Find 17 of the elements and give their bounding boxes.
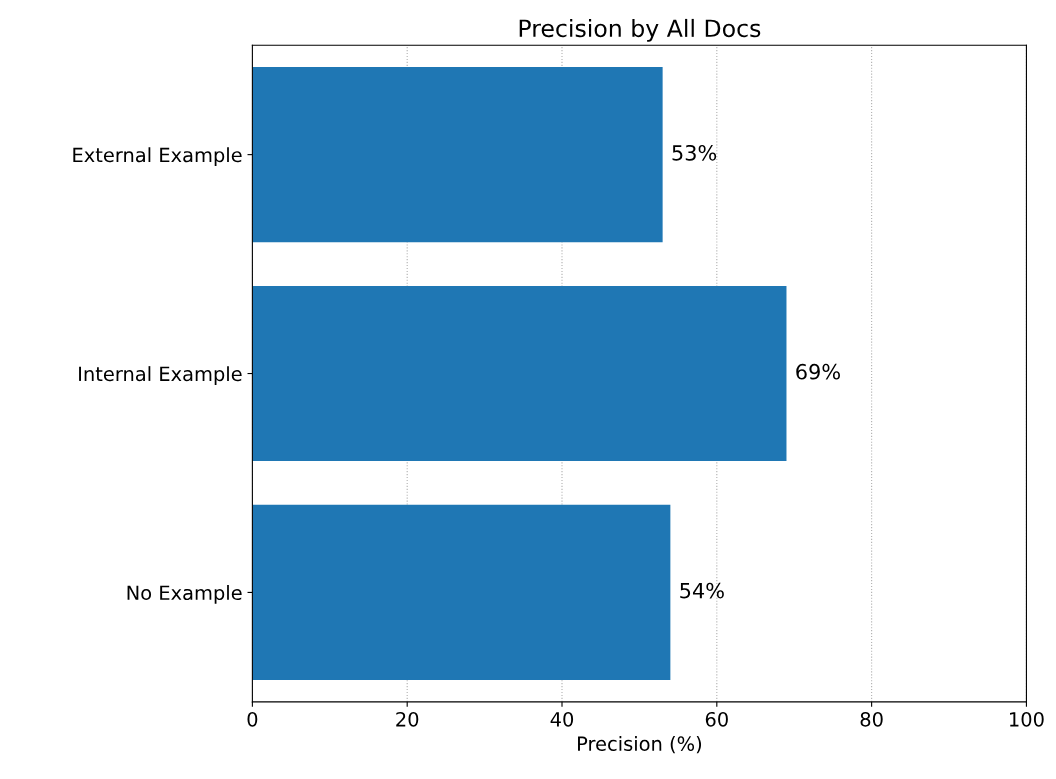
data-label: 54%	[680, 582, 724, 599]
x-tick-label: 0	[247, 711, 258, 727]
chart-title: Precision by All Docs	[519, 18, 761, 42]
y-tick-label: External Example	[73, 147, 242, 167]
x-tick-label: 80	[860, 711, 883, 727]
x-tick-label: 20	[396, 711, 419, 727]
data-label: 69%	[796, 363, 840, 380]
x-tick-label: 40	[550, 711, 574, 727]
bar	[252, 504, 671, 680]
bar	[252, 67, 663, 243]
y-tick-label: Internal Example	[79, 366, 242, 385]
x-axis-title: Precision (%)	[578, 735, 702, 754]
x-tick-label: 100	[1010, 711, 1044, 727]
y-tick-label: No Example	[127, 585, 242, 604]
x-tick-label: 60	[705, 711, 728, 727]
bar	[252, 285, 787, 462]
data-label: 53%	[672, 144, 717, 161]
